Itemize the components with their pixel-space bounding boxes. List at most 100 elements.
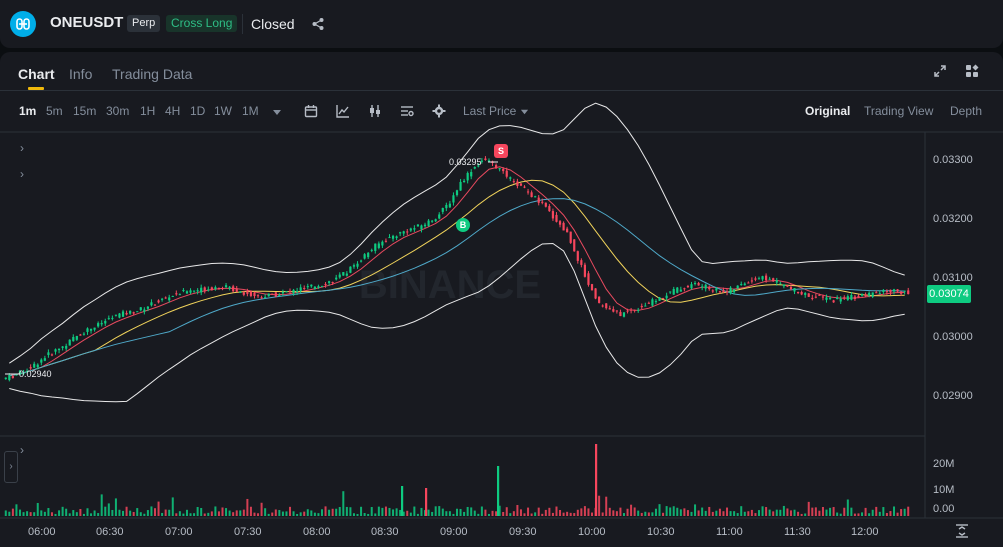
volume-bar xyxy=(448,511,451,516)
candle-body xyxy=(448,203,451,208)
volume-bar xyxy=(345,506,348,516)
layout-grid-icon[interactable] xyxy=(965,64,979,78)
candle-body xyxy=(25,371,29,373)
time-tick: 07:30 xyxy=(234,526,262,538)
sell-marker[interactable]: S xyxy=(494,144,508,158)
candle-body xyxy=(349,266,352,273)
volume-bar xyxy=(296,513,299,516)
candle-body xyxy=(89,328,93,331)
timeframe-1h[interactable]: 1H xyxy=(140,104,156,118)
candle-body xyxy=(4,377,7,380)
ma-slow-line xyxy=(9,198,905,377)
tab-trading-data[interactable]: Trading Data xyxy=(112,66,193,82)
time-tick: 06:00 xyxy=(28,526,56,538)
volume-bar xyxy=(509,513,512,516)
candle-body xyxy=(310,284,313,287)
volume-bar xyxy=(313,512,316,516)
timeframe-1m[interactable]: 1m xyxy=(19,104,37,118)
tab-chart[interactable]: Chart xyxy=(18,66,55,82)
volume-panel-toggle[interactable]: › xyxy=(4,451,18,483)
candle-body xyxy=(658,297,661,301)
candle-body xyxy=(722,290,725,293)
timeframe-dropdown-icon[interactable] xyxy=(272,107,282,117)
candle-body xyxy=(86,328,89,332)
candle-body xyxy=(494,165,498,169)
candle-body xyxy=(864,294,867,297)
candle-body xyxy=(288,290,292,292)
candle-body xyxy=(690,284,693,289)
view-original[interactable]: Original xyxy=(805,104,851,118)
timeframe-1M[interactable]: 1M xyxy=(242,104,259,118)
volume-bar xyxy=(242,509,245,516)
candle-body xyxy=(278,294,281,297)
price-type-selector[interactable]: Last Price xyxy=(463,104,529,118)
share-icon[interactable] xyxy=(311,17,325,31)
candle-type-icon[interactable] xyxy=(368,104,382,118)
candle-body xyxy=(296,290,299,293)
timeframe-15m[interactable]: 15m xyxy=(73,104,97,118)
candle-body xyxy=(789,286,793,290)
timeframe-4h[interactable]: 4H xyxy=(165,104,181,118)
price-tick: 0.02900 xyxy=(933,390,973,402)
candle-body xyxy=(434,219,437,222)
candle-body xyxy=(100,323,103,325)
volume-bar xyxy=(445,511,448,516)
candle-body xyxy=(701,286,704,288)
volume-bar xyxy=(210,511,213,516)
volume-bar xyxy=(154,508,156,516)
volume-bar xyxy=(26,511,29,516)
volume-bar xyxy=(480,506,483,516)
volume-bar xyxy=(718,508,721,516)
volume-bar xyxy=(662,512,665,516)
timeframe-1w[interactable]: 1W xyxy=(214,104,232,118)
tab-info[interactable]: Info xyxy=(69,66,93,82)
candle-body xyxy=(345,273,348,276)
candle-body xyxy=(175,293,178,295)
calendar-icon[interactable] xyxy=(304,104,318,118)
candle-body xyxy=(242,292,245,295)
header-divider xyxy=(242,14,243,34)
candle-body xyxy=(107,318,110,320)
gear-icon[interactable] xyxy=(432,104,446,118)
volume-bar xyxy=(125,506,128,516)
volume-bar xyxy=(765,507,768,516)
volume-bar xyxy=(868,513,871,516)
view-trading-view[interactable]: Trading View xyxy=(864,104,934,118)
volume-bar xyxy=(754,513,757,516)
timeframe-30m[interactable]: 30m xyxy=(106,104,130,118)
candle-body xyxy=(228,286,231,289)
expand-volume-arrow[interactable]: › xyxy=(20,443,24,457)
buy-marker[interactable]: B xyxy=(456,218,470,232)
candle-body xyxy=(640,305,643,308)
volume-bar xyxy=(587,508,590,516)
candle-body xyxy=(871,292,874,297)
volume-bar xyxy=(331,508,334,516)
timeframe-1d[interactable]: 1D xyxy=(190,104,206,118)
expand-indicator-arrow[interactable]: › xyxy=(20,167,24,181)
time-tick: 07:00 xyxy=(165,526,193,538)
candle-body xyxy=(114,314,118,316)
symbol-name[interactable]: ONEUSDT xyxy=(50,14,124,31)
volume-bar xyxy=(595,444,598,516)
candle-body xyxy=(523,186,526,188)
indicators-icon[interactable] xyxy=(336,104,350,118)
volume-bar xyxy=(384,506,387,516)
candle-body xyxy=(708,287,711,290)
candle-body xyxy=(331,281,334,284)
volume-bar xyxy=(637,510,640,516)
auto-scale-icon[interactable] xyxy=(955,524,969,538)
candle-body xyxy=(661,298,665,300)
candle-body xyxy=(537,197,540,203)
volume-bar xyxy=(761,506,764,516)
view-depth[interactable]: Depth xyxy=(950,104,983,118)
timeframe-5m[interactable]: 5m xyxy=(46,104,63,118)
chart-settings-list-icon[interactable] xyxy=(400,104,414,118)
fullscreen-icon[interactable] xyxy=(933,64,947,78)
candle-body xyxy=(665,295,668,299)
volume-bar xyxy=(782,505,785,516)
volume-bar xyxy=(569,512,572,516)
volume-bar xyxy=(622,513,625,516)
candle-body xyxy=(786,285,789,287)
expand-indicator-arrow[interactable]: › xyxy=(20,141,24,155)
